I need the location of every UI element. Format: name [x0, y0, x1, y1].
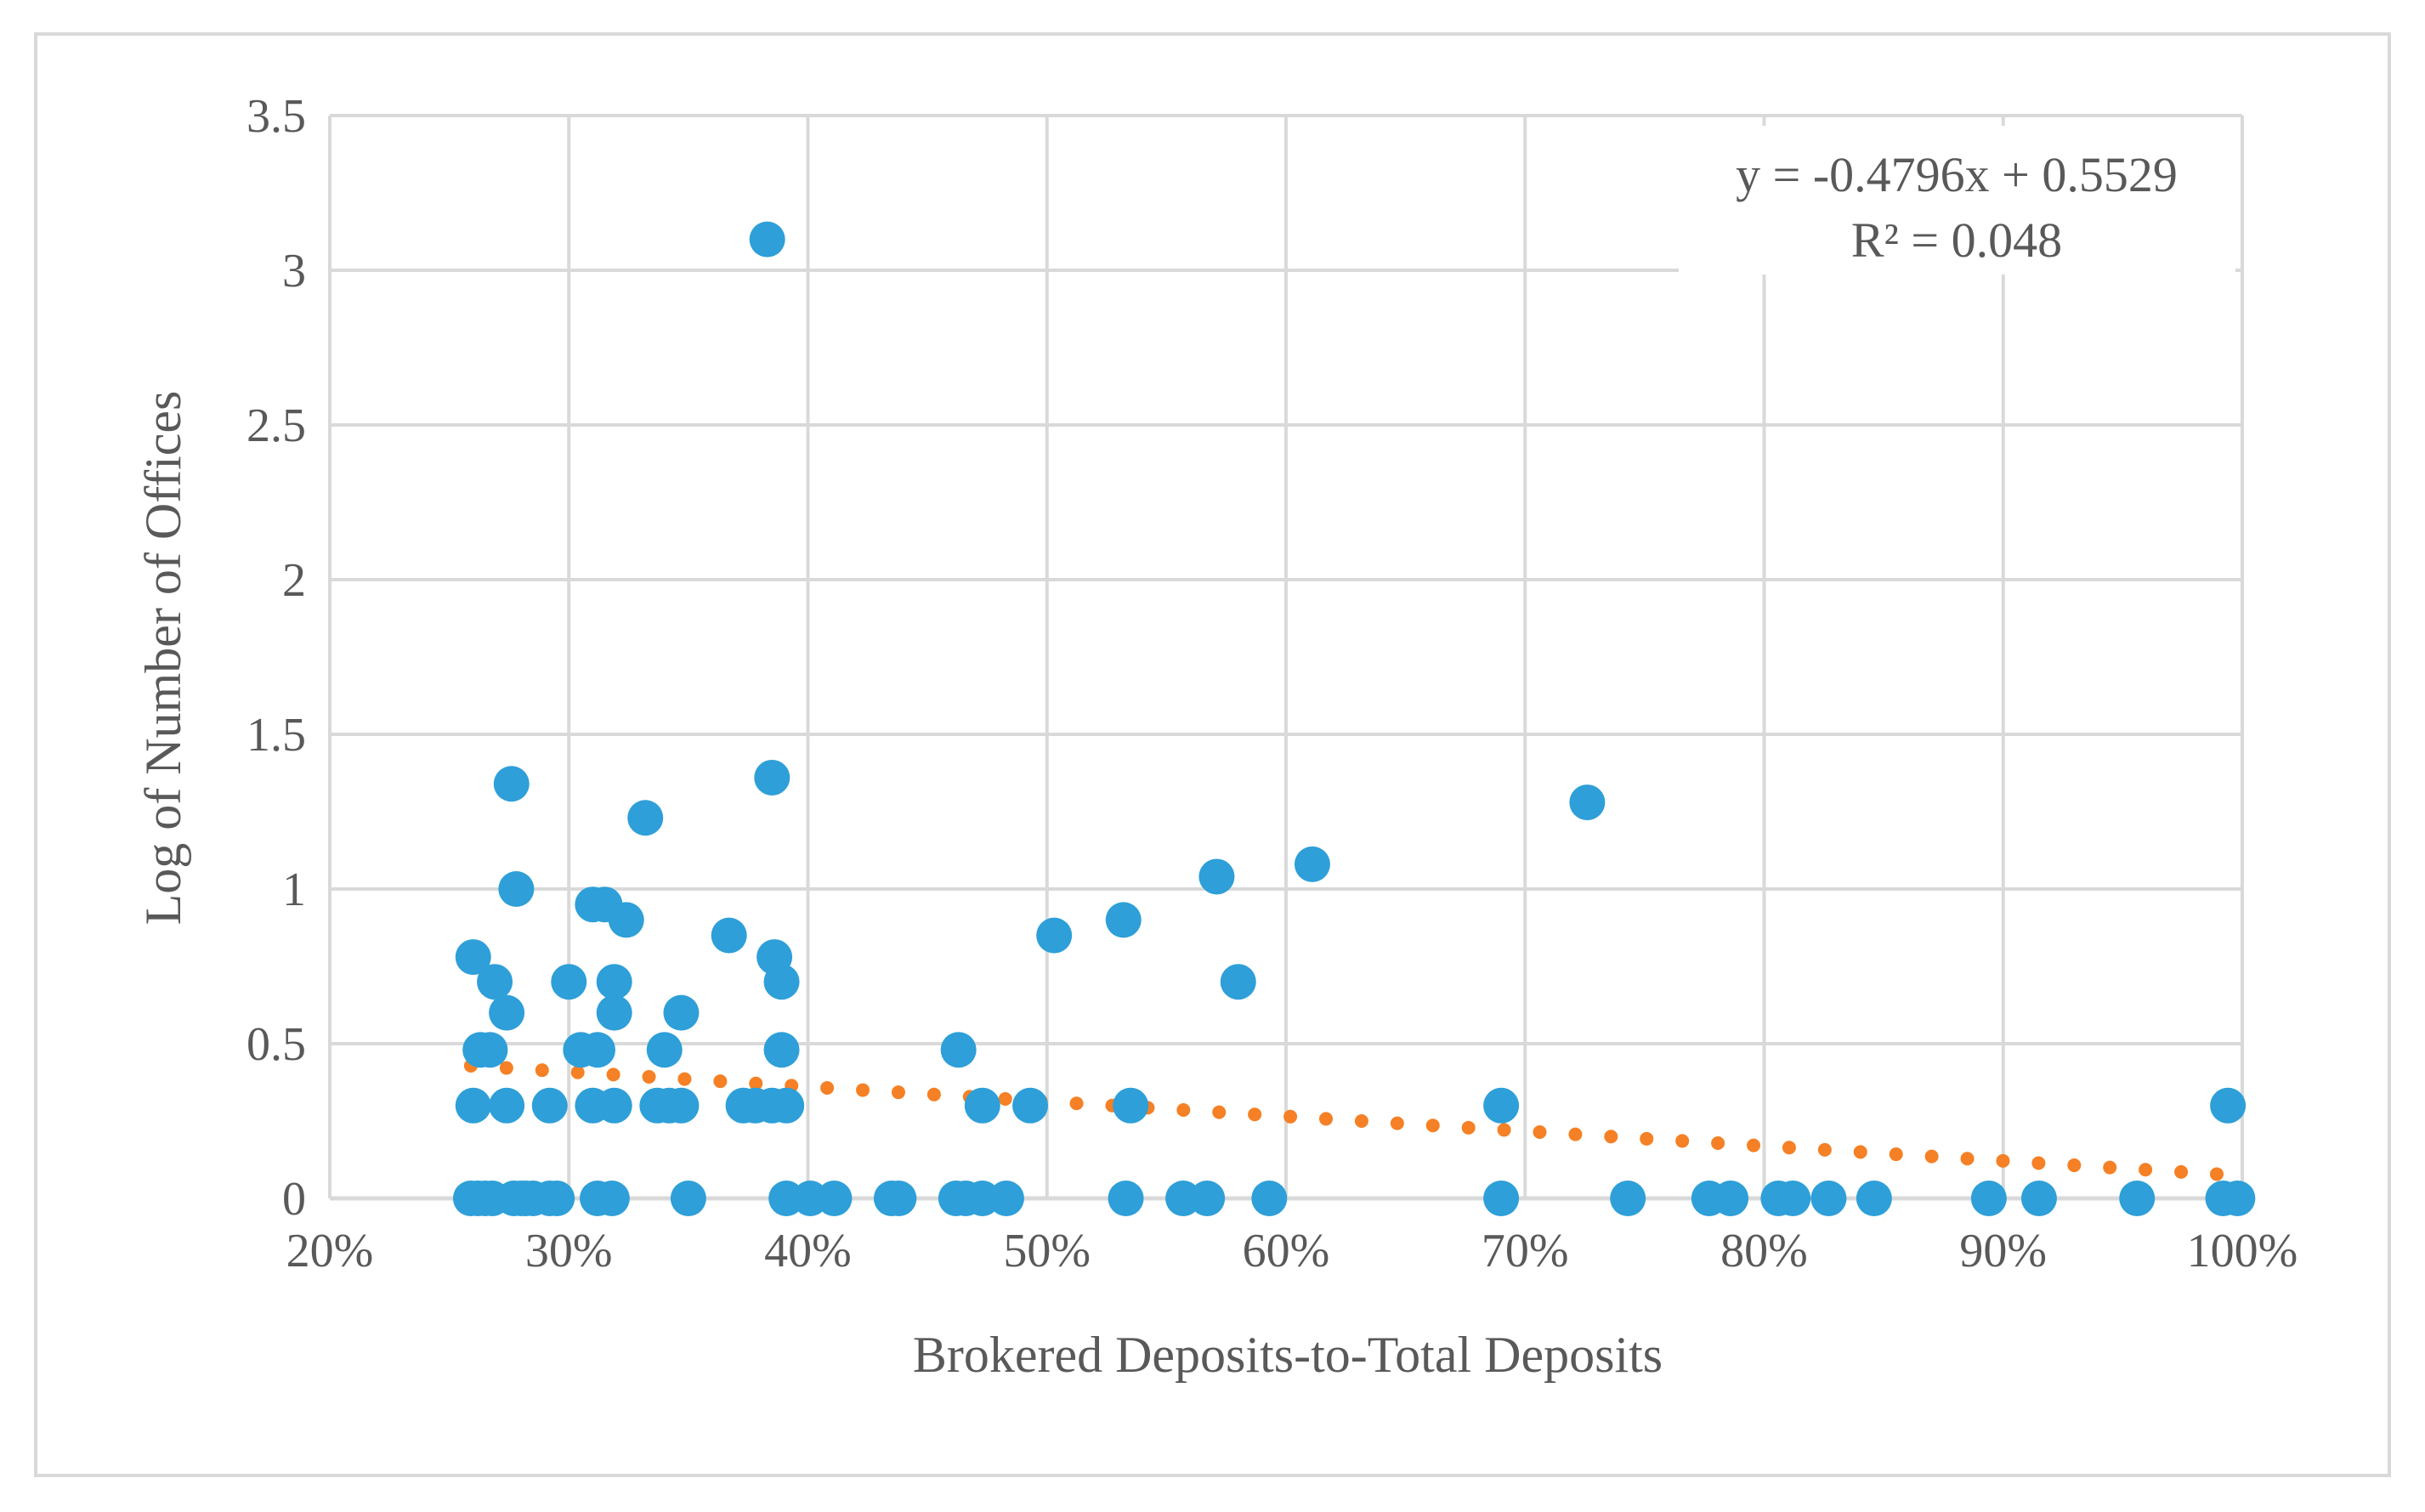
data-point — [472, 1032, 508, 1068]
data-point — [1251, 1181, 1288, 1216]
y-tick-label: 0.5 — [246, 1018, 306, 1071]
data-point — [531, 1087, 568, 1124]
data-point — [754, 759, 790, 796]
x-tick-label: 20% — [286, 1225, 374, 1277]
trendline-equation-box: y = -0.4796x + 0.5529 R² = 0.048 — [1679, 126, 2235, 275]
data-point — [1012, 1087, 1049, 1124]
x-tick-label: 80% — [1720, 1225, 1808, 1277]
data-point — [711, 917, 747, 954]
data-point — [627, 800, 664, 836]
x-tick-label: 100% — [2187, 1225, 2298, 1277]
data-point — [2210, 1087, 2247, 1124]
y-tick-label: 0 — [282, 1173, 306, 1226]
x-tick-label: 90% — [1959, 1225, 2047, 1277]
data-point — [1483, 1181, 1520, 1216]
data-point — [1105, 902, 1142, 938]
y-axis-title: Log of Number of Offices — [135, 391, 191, 926]
data-point — [663, 1087, 700, 1124]
x-tick-label: 40% — [764, 1225, 852, 1277]
y-tick-label: 3.5 — [246, 90, 306, 143]
data-point — [663, 994, 700, 1031]
data-point — [1775, 1181, 1811, 1216]
data-point — [670, 1181, 706, 1216]
y-tick-label: 2.5 — [246, 399, 306, 452]
data-point — [763, 1032, 800, 1068]
data-point — [646, 1032, 683, 1068]
data-point — [1198, 858, 1235, 895]
data-point — [1294, 846, 1330, 882]
data-point — [881, 1181, 917, 1216]
data-point — [1036, 917, 1073, 954]
data-point — [1713, 1181, 1749, 1216]
x-tick-label: 50% — [1003, 1225, 1091, 1277]
data-point — [749, 221, 785, 258]
data-point — [1483, 1087, 1520, 1124]
data-point — [2219, 1181, 2256, 1216]
y-tick-label: 1 — [282, 864, 306, 916]
data-point — [1610, 1181, 1646, 1216]
data-point — [477, 964, 513, 1000]
data-point — [2119, 1181, 2156, 1216]
data-point — [586, 886, 623, 923]
data-point — [596, 964, 632, 1000]
data-point — [1108, 1181, 1144, 1216]
y-axis-ticks: 0 0.5 1 1.5 2 2.5 3 3.5 — [246, 90, 306, 1226]
data-point — [988, 1181, 1024, 1216]
data-point — [539, 1181, 575, 1216]
data-point — [940, 1032, 977, 1068]
x-axis-ticks: 20% 30% 40% 50% 60% 70% 80% 90% 100% — [286, 1225, 2298, 1277]
data-point — [1970, 1181, 2007, 1216]
data-point — [1856, 1181, 1892, 1216]
y-tick-label: 2 — [282, 554, 306, 607]
data-point — [489, 1087, 525, 1124]
data-point — [580, 1032, 615, 1068]
data-point — [498, 871, 535, 907]
data-point — [768, 1087, 805, 1124]
data-point — [489, 994, 525, 1031]
data-point — [964, 1087, 1000, 1124]
x-tick-label: 70% — [1482, 1225, 1569, 1277]
data-point — [1189, 1181, 1226, 1216]
data-points — [452, 221, 2256, 1216]
x-tick-label: 60% — [1243, 1225, 1330, 1277]
data-point — [593, 1181, 630, 1216]
data-point — [455, 939, 491, 976]
y-tick-label: 1.5 — [246, 709, 306, 762]
x-tick-label: 30% — [525, 1225, 613, 1277]
data-point — [455, 1087, 491, 1124]
data-point — [493, 766, 530, 802]
data-point — [596, 1087, 632, 1124]
trendline-equation: y = -0.4796x + 0.5529 — [1736, 147, 2178, 202]
y-tick-label: 3 — [282, 245, 306, 297]
grid-lines — [328, 114, 2244, 1198]
data-point — [596, 994, 632, 1031]
data-point — [1810, 1181, 1847, 1216]
data-point — [1569, 784, 1606, 821]
data-point — [1220, 964, 1256, 1000]
data-point — [763, 964, 800, 1000]
x-axis-title: Brokered Deposits-to-Total Deposits — [913, 1327, 1663, 1383]
data-point — [551, 964, 587, 1000]
data-point — [1113, 1087, 1149, 1124]
data-point — [2020, 1181, 2057, 1216]
data-point — [816, 1181, 853, 1216]
trendline-r-squared: R² = 0.048 — [1851, 212, 2062, 268]
